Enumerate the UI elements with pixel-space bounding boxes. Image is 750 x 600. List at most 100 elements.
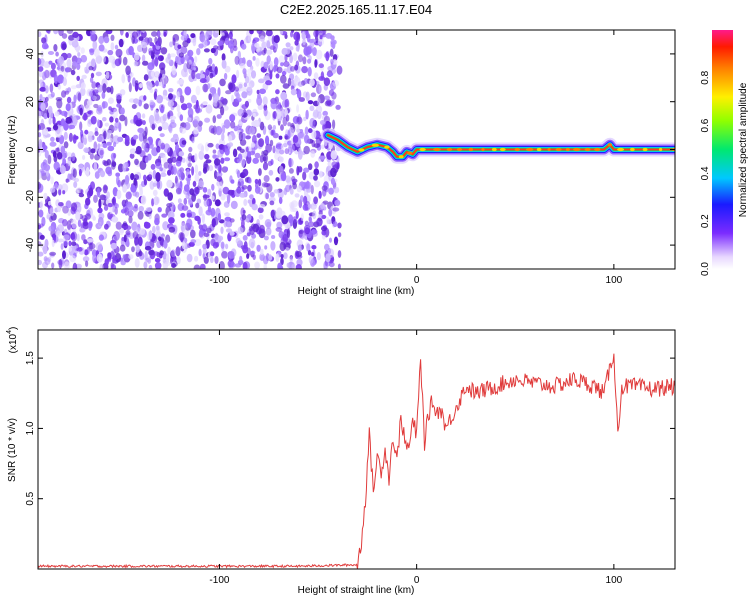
noise-speckle: [93, 103, 99, 109]
noise-speckle: [256, 89, 260, 95]
noise-speckle: [134, 158, 139, 166]
colorbar-label: Normalized spectral amplitude: [738, 82, 749, 217]
noise-speckle: [250, 70, 257, 79]
noise-speckle: [40, 102, 46, 112]
noise-speckle: [89, 30, 96, 35]
noise-speckle: [180, 222, 187, 231]
noise-speckle: [68, 132, 73, 142]
noise-speckle: [76, 203, 82, 214]
noise-speckle: [190, 33, 196, 39]
noise-speckle: [60, 118, 66, 127]
noise-speckle: [259, 35, 265, 42]
y-tick-label: 1.5: [25, 351, 36, 365]
signal-hotspot: [456, 147, 462, 152]
noise-speckle: [269, 60, 274, 71]
noise-speckle: [193, 127, 199, 135]
noise-speckle: [176, 256, 181, 265]
noise-speckle: [252, 134, 257, 145]
noise-speckle: [159, 250, 164, 256]
noise-speckle: [102, 117, 107, 122]
noise-speckle: [243, 198, 248, 207]
signal-hotspot: [407, 151, 413, 155]
noise-speckle: [112, 256, 118, 261]
noise-speckle: [43, 192, 48, 200]
noise-speckle: [202, 83, 209, 93]
noise-speckle: [192, 120, 199, 125]
noise-speckle: [237, 181, 241, 188]
noise-speckle: [102, 101, 106, 110]
noise-speckle: [72, 168, 77, 178]
noise-speckle: [78, 193, 85, 198]
y-tick-label: -20: [25, 190, 36, 205]
noise-speckle: [93, 194, 98, 203]
y-tick-label: 0: [25, 146, 36, 152]
noise-speckle: [266, 221, 272, 230]
noise-speckle: [119, 114, 126, 122]
noise-speckle: [48, 225, 55, 232]
noise-speckle: [98, 44, 105, 52]
noise-speckle: [169, 115, 177, 120]
noise-speckle: [209, 251, 215, 257]
noise-speckle: [285, 175, 291, 183]
noise-speckle: [221, 124, 226, 134]
x-tick-label: -100: [209, 275, 229, 286]
noise-speckle: [276, 221, 283, 229]
snr-panel: -100 0 100 0.5 1.0 1.5 Height of straight lin…: [6, 327, 676, 596]
noise-speckle: [50, 176, 54, 185]
noise-speckle: [206, 227, 212, 234]
noise-speckle: [198, 43, 204, 49]
noise-speckle: [315, 49, 323, 60]
noise-speckle: [82, 155, 86, 160]
noise-speckle: [43, 113, 48, 120]
noise-speckle: [208, 125, 215, 134]
noise-speckle: [257, 207, 264, 214]
noise-speckle: [270, 100, 278, 110]
noise-speckle: [128, 254, 134, 260]
noise-speckle: [90, 72, 95, 79]
noise-speckle: [295, 251, 302, 258]
noise-speckle: [143, 261, 148, 269]
noise-speckle: [107, 97, 114, 104]
noise-speckle: [143, 148, 149, 153]
noise-speckle: [265, 143, 272, 153]
noise-speckle: [79, 228, 86, 233]
noise-speckle: [145, 207, 152, 213]
noise-speckle: [94, 171, 100, 179]
noise-speckle: [224, 148, 230, 156]
signal-hotspot: [446, 147, 453, 152]
noise-speckle: [99, 149, 104, 156]
noise-speckle: [285, 184, 291, 193]
noise-speckle: [98, 234, 104, 241]
noise-speckle: [113, 230, 120, 241]
noise-speckle: [83, 147, 90, 153]
noise-speckle: [139, 228, 146, 236]
noise-speckle: [333, 186, 340, 194]
noise-speckle: [94, 48, 100, 58]
noise-speckle: [324, 95, 330, 101]
noise-speckle: [131, 246, 135, 253]
noise-speckle: [164, 261, 171, 267]
noise-speckle: [263, 235, 269, 241]
noise-speckle: [217, 87, 221, 97]
noise-speckle: [337, 250, 342, 258]
noise-speckle: [161, 122, 169, 130]
noise-speckle: [302, 56, 307, 65]
noise-speckle: [66, 30, 74, 34]
noise-speckle: [241, 104, 248, 110]
noise-speckle: [276, 66, 283, 74]
noise-speckle: [98, 221, 102, 228]
noise-speckle: [202, 248, 207, 255]
noise-speckle: [180, 35, 188, 41]
noise-speckle: [117, 179, 122, 188]
noise-speckle: [191, 166, 195, 176]
noise-speckle: [195, 85, 201, 96]
noise-speckle: [135, 244, 140, 253]
noise-speckle: [190, 61, 196, 71]
noise-speckle: [138, 205, 144, 213]
noise-speckle: [312, 210, 317, 220]
noise-speckle: [235, 237, 241, 245]
noise-speckle: [215, 171, 223, 177]
noise-speckle: [280, 254, 284, 259]
noise-speckle: [82, 256, 90, 262]
noise-speckle: [47, 154, 52, 165]
